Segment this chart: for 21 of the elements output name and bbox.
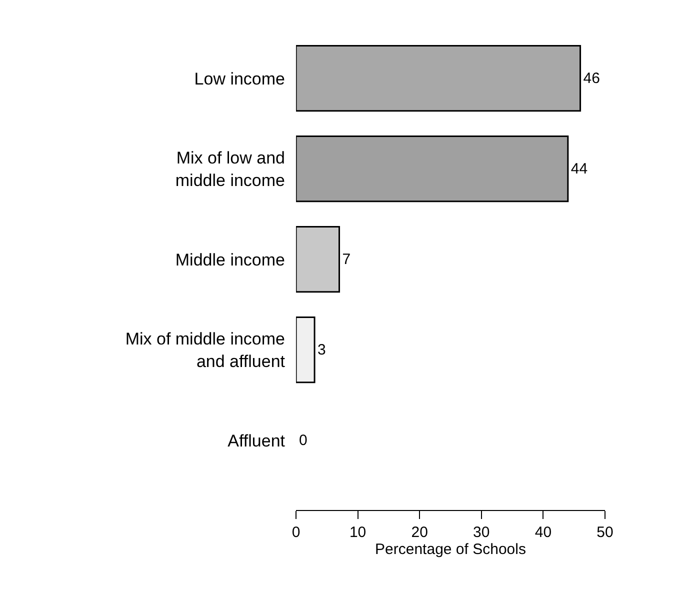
bar xyxy=(296,44,582,112)
bar xyxy=(296,226,340,293)
y-tick-label: Mix of low and middle income xyxy=(175,148,285,190)
x-tick-label: 40 xyxy=(534,524,552,541)
x-tick-label: 20 xyxy=(411,524,428,541)
data-label: 44 xyxy=(570,160,588,178)
y-tick-label: Low income xyxy=(194,69,285,88)
x-tick-label: 30 xyxy=(473,524,490,541)
y-tick-label: Mix of middle income and affluent xyxy=(125,330,286,371)
data-label: 46 xyxy=(583,70,600,87)
x-axis-title: Percentage of Schools xyxy=(375,541,526,558)
x-tick-label: 0 xyxy=(292,524,300,541)
bar xyxy=(296,135,569,202)
data-label: 0 xyxy=(299,432,308,449)
y-tick-label: Affluent xyxy=(228,431,286,450)
bar xyxy=(296,316,316,384)
x-tick-label: 10 xyxy=(349,524,366,541)
y-tick-label: Middle income xyxy=(175,250,285,270)
x-tick-label: 50 xyxy=(596,524,614,541)
data-label: 7 xyxy=(342,250,351,268)
data-label: 3 xyxy=(318,341,326,358)
